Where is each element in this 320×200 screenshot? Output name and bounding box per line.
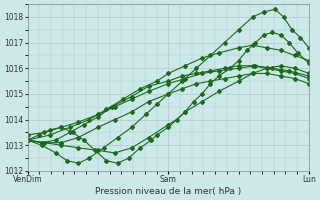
X-axis label: Pression niveau de la mer( hPa ): Pression niveau de la mer( hPa )	[95, 187, 241, 196]
